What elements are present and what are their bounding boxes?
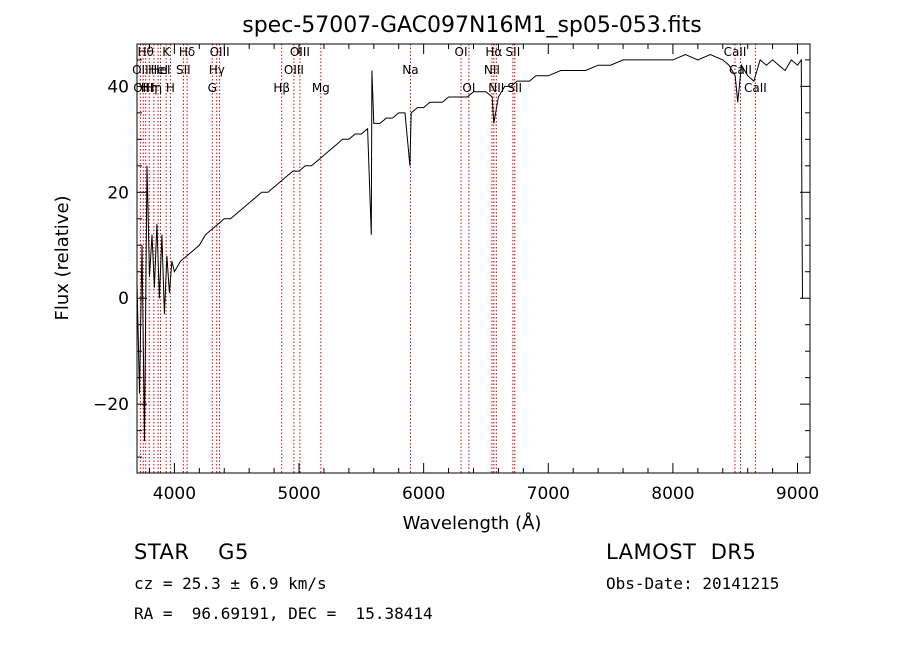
observation-date: Obs-Date: 20141215 bbox=[606, 574, 780, 593]
x-axis-label: Wavelength (Å) bbox=[403, 512, 542, 534]
line-marker-label-15: OIII bbox=[284, 63, 304, 77]
line-marker-label-24: SII bbox=[506, 45, 521, 59]
line-marker-label-17: Mg bbox=[312, 81, 330, 95]
survey-release: LAMOST DR5 bbox=[606, 540, 757, 564]
line-marker-label-28: CaII bbox=[744, 81, 767, 95]
line-marker-label-0: OII bbox=[132, 63, 149, 77]
axis-ticks bbox=[137, 44, 810, 473]
object-class: STAR G5 bbox=[134, 540, 249, 564]
spectrum-line bbox=[136, 54, 803, 442]
chart-title: spec-57007-GAC097N16M1_sp05-053.fits bbox=[242, 13, 702, 38]
line-marker-label-11: G bbox=[208, 81, 217, 95]
x-tick-label-4: 8000 bbox=[651, 484, 694, 504]
line-marker-label-4: Hη bbox=[146, 81, 163, 95]
x-tick-label-1: 5000 bbox=[277, 484, 320, 504]
y-axis-label: Flux (relative) bbox=[52, 195, 73, 320]
y-tick-label-3: 40 bbox=[107, 77, 129, 97]
line-marker-label-6: HeI bbox=[151, 63, 171, 77]
y-tick-label-1: 0 bbox=[118, 289, 129, 309]
x-tick-label-0: 4000 bbox=[153, 484, 196, 504]
x-tick-label-3: 7000 bbox=[527, 484, 570, 504]
y-tick-label-2: 20 bbox=[107, 183, 129, 203]
line-marker-label-26: CaII bbox=[724, 45, 747, 59]
coordinates: RA = 96.69191, DEC = 15.38414 bbox=[134, 604, 433, 623]
axis-tick-labels: 4000 5000 6000 7000 8000 9000 −20 0 20 40 bbox=[93, 77, 819, 504]
line-marker-label-16: OIII bbox=[290, 45, 310, 59]
line-marker-label-25: SII bbox=[507, 81, 522, 95]
line-marker-label-14: Hβ bbox=[273, 81, 290, 95]
line-marker-label-8: H bbox=[166, 81, 175, 95]
x-tick-label-5: 9000 bbox=[776, 484, 819, 504]
line-marker-label-9: SII bbox=[176, 63, 191, 77]
line-marker-label-5: HeI bbox=[148, 63, 168, 77]
line-marker-label-12: Hγ bbox=[209, 63, 225, 77]
line-markers bbox=[139, 44, 756, 473]
line-marker-labels: OIIOIIIHθHηHηHeIHeIKHSIIHδGHγOIIIHβOIIIO… bbox=[132, 45, 767, 95]
line-marker-label-20: OI bbox=[462, 81, 475, 95]
line-marker-label-1: OIII bbox=[133, 81, 153, 95]
line-marker-label-2: Hθ bbox=[138, 45, 154, 59]
plot-frame bbox=[136, 43, 811, 474]
line-marker-label-19: OI bbox=[455, 45, 468, 59]
y-tick-label-0: −20 bbox=[93, 395, 129, 415]
line-marker-label-10: Hδ bbox=[179, 45, 195, 59]
line-marker-label-13: OIII bbox=[210, 45, 230, 59]
line-marker-label-22: Hα bbox=[485, 45, 502, 59]
redshift-velocity: cz = 25.3 ± 6.9 km/s bbox=[134, 574, 327, 593]
line-marker-label-3: Hη bbox=[141, 81, 158, 95]
x-tick-label-2: 6000 bbox=[402, 484, 445, 504]
line-marker-label-21: NII bbox=[484, 63, 500, 77]
line-marker-label-18: Na bbox=[402, 63, 418, 77]
line-marker-label-7: K bbox=[162, 45, 171, 59]
line-marker-label-23: NII bbox=[488, 81, 504, 95]
